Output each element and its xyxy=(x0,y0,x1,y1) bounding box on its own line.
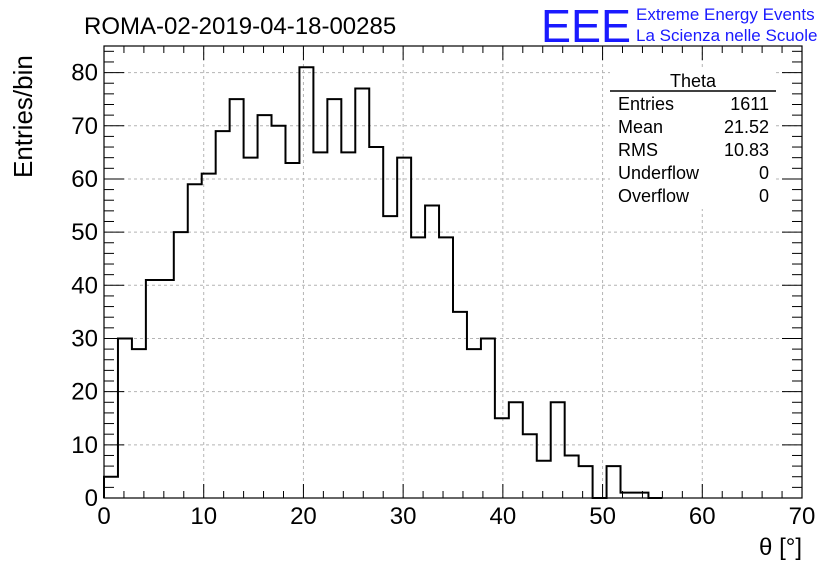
histogram-bin xyxy=(425,206,439,498)
x-tick-label: 70 xyxy=(789,503,816,530)
y-tick-label: 40 xyxy=(71,272,98,299)
histogram-bin xyxy=(467,349,481,498)
histogram-bin xyxy=(383,216,397,498)
stats-box-bg xyxy=(610,69,776,209)
stats-value-mean: 21.52 xyxy=(724,117,769,137)
stats-value-rms: 10.83 xyxy=(724,140,769,160)
y-tick-label: 10 xyxy=(71,432,98,459)
histogram-bin xyxy=(411,237,425,498)
stats-label-rms: RMS xyxy=(618,140,658,160)
histogram-bin xyxy=(299,67,313,498)
histogram-bin xyxy=(607,466,621,498)
stats-label-entries: Entries xyxy=(618,94,674,114)
plot-frame xyxy=(103,45,803,499)
chart-title: ROMA-02-2019-04-18-00285 xyxy=(84,13,396,40)
stats-value-underflow: 0 xyxy=(759,163,769,183)
y-tick-label: 70 xyxy=(71,113,98,140)
histogram-bin xyxy=(579,466,593,498)
histogram-bin xyxy=(355,89,369,498)
stats-label-underflow: Underflow xyxy=(618,163,700,183)
histogram-bin xyxy=(565,455,579,498)
stats-box: Theta Entries 1611 Mean 21.52 RMS 10.83 … xyxy=(610,69,776,209)
y-tick-label: 60 xyxy=(71,166,98,193)
histogram-bin xyxy=(397,158,411,498)
x-tick-label: 50 xyxy=(589,503,616,530)
stats-value-overflow: 0 xyxy=(759,186,769,206)
eee-logo-mark: EEE xyxy=(541,0,631,52)
histogram-bin xyxy=(272,126,286,498)
y-tick-label: 80 xyxy=(71,60,98,87)
eee-logo-line1: Extreme Energy Events xyxy=(636,5,815,24)
histogram-bin xyxy=(313,152,327,498)
eee-logo: EEE Extreme Energy Events La Scienza nel… xyxy=(541,0,817,52)
histogram-outline xyxy=(103,66,663,499)
y-tick-label: 0 xyxy=(85,485,98,512)
histogram-bin xyxy=(216,131,230,498)
axes: 0 10 20 30 40 50 60 70 0 10 20 30 40 50 60 70 80 xyxy=(71,45,816,530)
eee-logo-line2: La Scienza nelle Scuole xyxy=(636,26,817,45)
histogram-bin xyxy=(341,152,355,498)
y-tick-label: 50 xyxy=(71,219,98,246)
histogram-bin xyxy=(244,158,258,498)
histogram-bin xyxy=(439,237,453,498)
y-axis-label: Entries/bin xyxy=(8,55,38,178)
histogram-bin xyxy=(551,402,565,498)
stats-label-overflow: Overflow xyxy=(618,186,690,206)
histogram-bin xyxy=(537,461,551,498)
histogram-bin xyxy=(481,338,495,498)
x-tick-label: 60 xyxy=(689,503,716,530)
x-tick-label: 0 xyxy=(97,503,110,530)
histogram-bin xyxy=(369,147,383,498)
histogram-bin xyxy=(453,312,467,498)
histogram-bin xyxy=(188,184,202,498)
histogram-bin xyxy=(230,99,244,498)
histogram-bin xyxy=(118,338,132,498)
histogram-bin xyxy=(160,280,174,498)
histogram-bin xyxy=(146,280,160,498)
stats-label-mean: Mean xyxy=(618,117,663,137)
x-axis-label: θ [°] xyxy=(759,534,802,561)
x-tick-label: 10 xyxy=(190,503,217,530)
histogram-bin xyxy=(327,99,341,498)
histogram-bin xyxy=(523,434,537,498)
histogram-bin xyxy=(495,418,509,498)
histogram-bin xyxy=(132,349,146,498)
histogram-bars xyxy=(103,66,663,499)
histogram-bin xyxy=(258,115,272,498)
stats-title: Theta xyxy=(670,71,717,91)
y-tick-label: 20 xyxy=(71,379,98,406)
x-tick-label: 20 xyxy=(290,503,317,530)
histogram-bin xyxy=(285,163,299,498)
stats-value-entries: 1611 xyxy=(730,94,769,114)
histogram-bin xyxy=(509,402,523,498)
x-tick-label: 40 xyxy=(490,503,517,530)
x-tick-label: 30 xyxy=(390,503,417,530)
y-tick-label: 30 xyxy=(71,325,98,352)
histogram-bin xyxy=(174,232,188,498)
